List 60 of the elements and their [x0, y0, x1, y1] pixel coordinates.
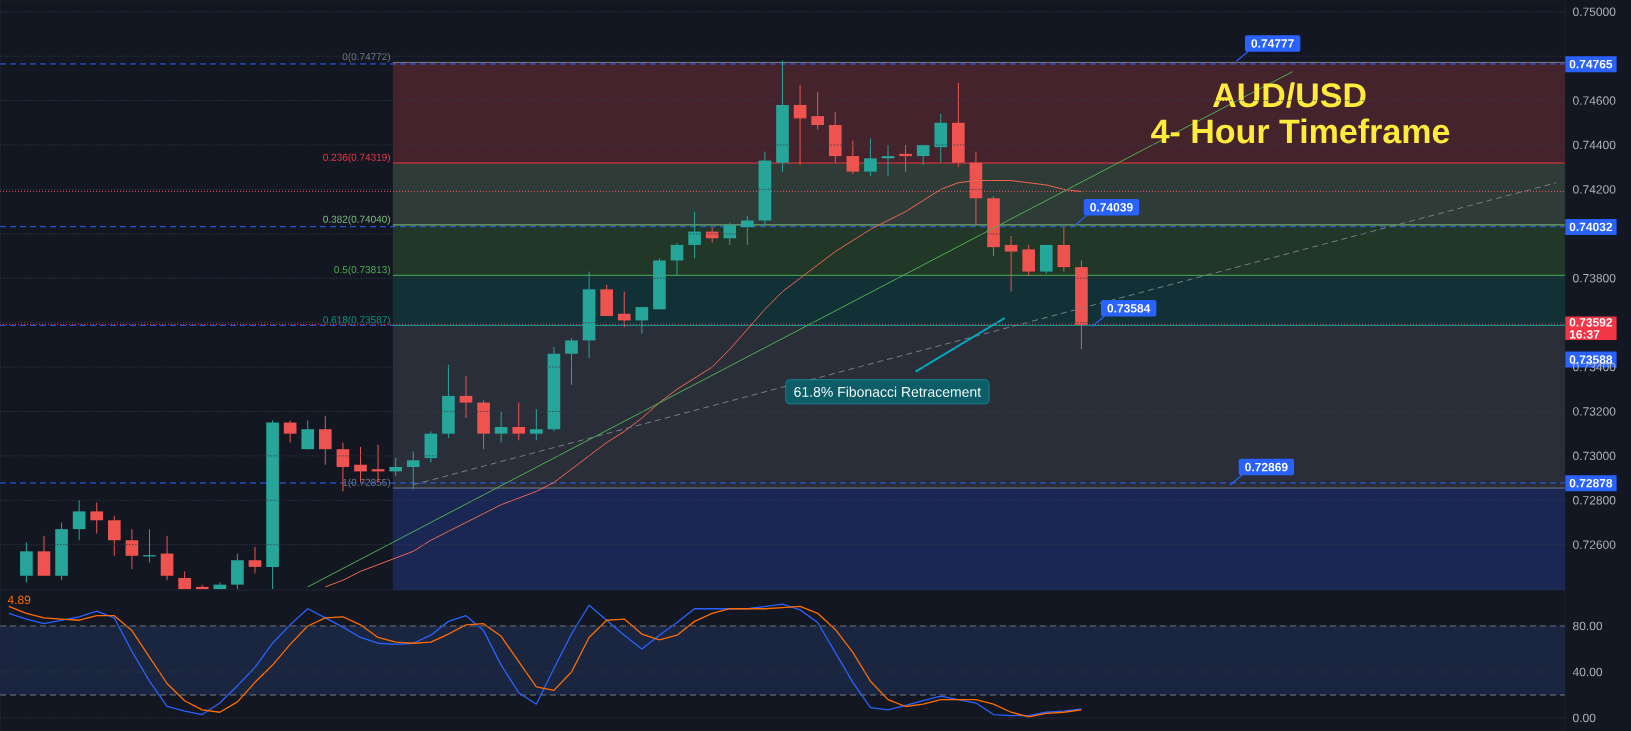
text: 4- Hour Timeframe	[1151, 118, 1450, 144]
candlestick	[160, 535, 174, 581]
candlestick	[1057, 226, 1071, 273]
y-tick-label: 0.73800	[1573, 273, 1616, 283]
ref-line-label: 0.74765	[1569, 59, 1613, 69]
y-tick-label: 0.73400	[1573, 362, 1616, 372]
y-tick-label: 0.75000	[1573, 7, 1616, 16]
annotation: 0.74777	[1251, 39, 1294, 48]
y-tick-label: 0.74400	[1573, 140, 1616, 150]
candlestick	[283, 419, 297, 444]
annotation: 61.8% Fibonacci Retracement	[794, 386, 981, 397]
y-tick-label: 0.73200	[1573, 407, 1616, 416]
ref-line-label: 0.236(0.74319)	[323, 153, 390, 163]
candlestick	[635, 306, 649, 335]
y-tick-label: 0.00	[1573, 713, 1596, 723]
candlestick	[248, 546, 262, 575]
y-tick-label: 0.72800	[1573, 496, 1616, 505]
candlestick	[741, 215, 754, 246]
candlestick	[864, 137, 877, 177]
candlestick	[406, 450, 420, 490]
ref-line-label: 0.5(0.73813)	[334, 265, 390, 276]
y-tick-label: 0.73000	[1573, 451, 1616, 461]
candlestick	[318, 415, 332, 466]
annotation: 4.89	[7, 595, 31, 605]
y-tick-label: 0.72600	[1573, 540, 1616, 549]
annotation: 0.72869	[1245, 462, 1288, 472]
ref-line-label: 0.74032	[1569, 222, 1613, 232]
y-tick-label: 80.00	[1573, 621, 1603, 631]
candlestick	[125, 528, 139, 570]
candlestick	[793, 84, 807, 166]
candlestick	[1004, 235, 1018, 293]
text: AUD/USD	[1212, 82, 1366, 108]
candlestick	[301, 419, 315, 450]
candlestick	[90, 502, 104, 535]
candlestick	[72, 499, 86, 541]
candlestick	[846, 140, 860, 175]
ref-line-label: 0.73588	[1569, 355, 1613, 364]
candlestick	[617, 291, 631, 328]
ref-line-label: 0.73592	[1569, 318, 1613, 327]
candlestick	[899, 144, 912, 173]
candlestick	[494, 410, 508, 444]
y-tick-label: 40.00	[1572, 667, 1603, 677]
candlestick	[565, 337, 578, 386]
annotation: 0.74039	[1090, 203, 1133, 212]
candlestick	[670, 242, 684, 277]
annotation: 0.73584	[1107, 304, 1151, 313]
ref-line-label: 0(0.74772)	[342, 52, 390, 63]
ref-line-label: 0.72878	[1569, 478, 1613, 488]
candlestick	[811, 91, 825, 130]
y-tick-label: 0.74600	[1573, 96, 1616, 105]
candlestick	[512, 402, 526, 441]
candlestick	[530, 408, 543, 441]
candlestick	[1022, 244, 1036, 277]
candlestick	[688, 211, 701, 259]
ref-line-label: 0.382(0.74040)	[323, 215, 390, 225]
text: 16:37	[1569, 330, 1600, 339]
y-tick-label: 0.74200	[1573, 185, 1616, 194]
candlestick	[107, 515, 121, 557]
candlestick	[459, 375, 473, 419]
ref-line-label: 0.618(0.73587)	[323, 316, 390, 326]
